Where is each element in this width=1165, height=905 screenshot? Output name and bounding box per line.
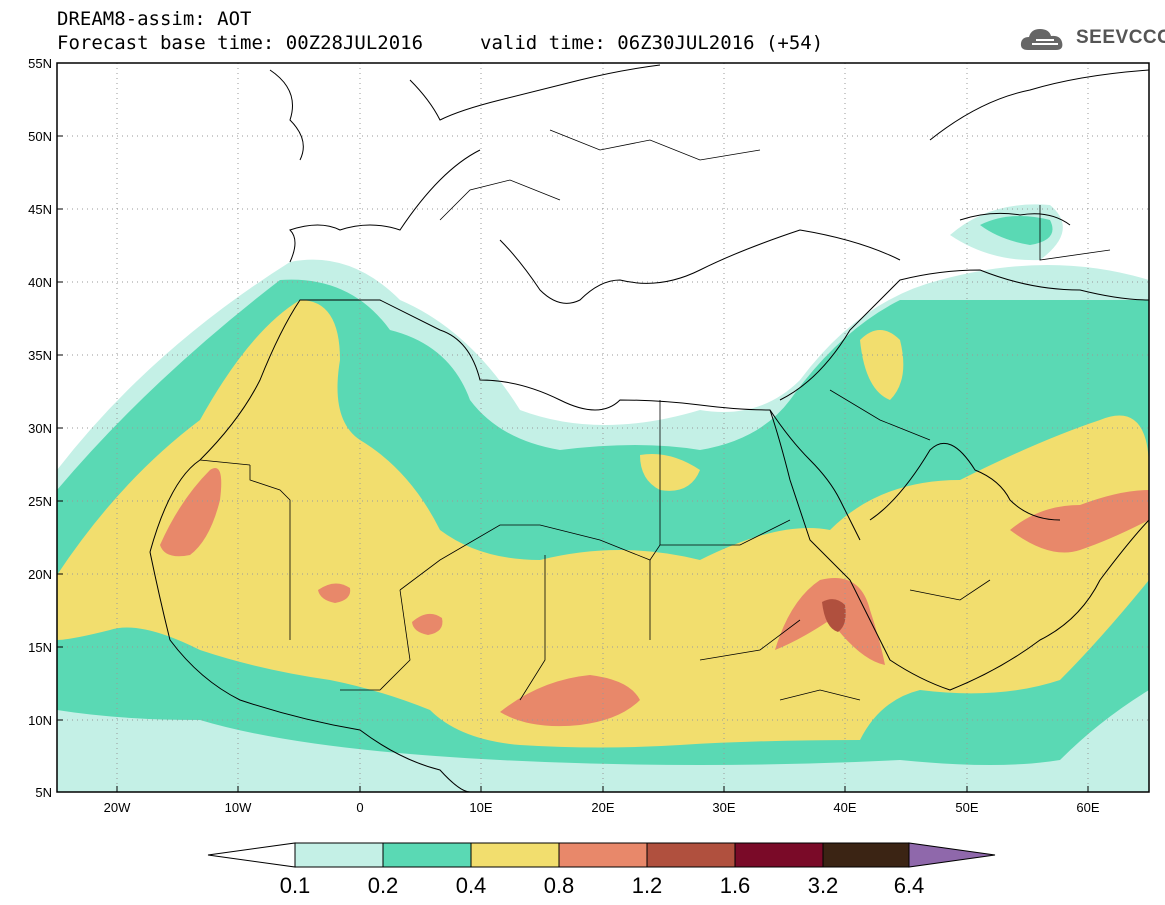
colorbar-segment-1.2 (646, 842, 736, 868)
lon-label-10e: 10E (469, 800, 492, 815)
lat-label-20n: 20N (28, 567, 52, 582)
logo-text: SEEVCCC (1076, 27, 1165, 48)
base-time-label: Forecast base time: 00Z28JUL2016 (57, 32, 424, 54)
aot-band-0.2-caspian (980, 216, 1053, 245)
colorbar-label-0.8: 0.8 (544, 873, 575, 898)
lat-label-25n: 25N (28, 494, 52, 509)
lon-label-0: 0 (356, 800, 363, 815)
coastlines (149, 64, 1149, 792)
colorbar-label-6.4: 6.4 (894, 873, 925, 898)
colorbar-segment-0.8 (558, 842, 648, 868)
lon-axis: 20W 10W 0 10E 20E 30E 40E 50E 60E (104, 800, 1100, 815)
aot-band-0.8-ethiopia (775, 578, 885, 665)
seevccc-logo: SEEVCCC (1018, 24, 1165, 54)
colorbar-label-1.2: 1.2 (632, 873, 663, 898)
lon-label-30e: 30E (712, 800, 735, 815)
lat-label-10n: 10N (28, 713, 52, 728)
lat-label-5n: 5N (35, 785, 52, 800)
colorbar-over-arrow (908, 842, 996, 868)
lat-axis: 55N 50N 45N 40N 35N 30N 25N 20N 15N 10N … (28, 56, 52, 800)
aot-fields (57, 204, 1149, 792)
colorbar-segment-3.2 (822, 842, 910, 868)
colorbar-label-3.2: 3.2 (808, 873, 839, 898)
lon-label-40e: 40E (833, 800, 856, 815)
lat-label-50n: 50N (28, 129, 52, 144)
aot-band-0.8-arabia (1010, 490, 1149, 553)
aot-band-0.8-sahara (160, 468, 222, 557)
aot-band-0.8-sudan (500, 675, 640, 727)
valid-time-label: valid time: 06Z30JUL2016 (+54) (480, 32, 824, 54)
colorbar-label-0.2: 0.2 (368, 873, 399, 898)
lon-ticks (116, 786, 1089, 792)
aot-band-0.4-libya (640, 454, 700, 491)
colorbar: 0.1 0.2 0.4 0.8 1.2 1.6 3.2 6.4 (207, 842, 996, 898)
cloud-icon (1020, 29, 1063, 50)
colorbar-label-0.1: 0.1 (280, 873, 311, 898)
lat-ticks (57, 135, 63, 721)
aot-band-0.8-mali (318, 583, 351, 603)
colorbar-segment-1.6 (734, 842, 824, 868)
aot-band-0.8-niger (412, 613, 443, 635)
aot-band-0.4-north (860, 330, 904, 400)
map-title: DREAM8-assim: AOT (57, 8, 252, 30)
lon-label-50e: 50E (955, 800, 978, 815)
lat-label-40n: 40N (28, 275, 52, 290)
colorbar-under-arrow (207, 842, 296, 868)
colorbar-segment-0.2 (382, 842, 472, 868)
colorbar-segment-0.1 (294, 842, 384, 868)
colorbar-label-1.6: 1.6 (720, 873, 751, 898)
lat-label-30n: 30N (28, 421, 52, 436)
country-borders (199, 129, 1111, 701)
colorbar-segment-0.4 (470, 842, 560, 868)
lon-label-20e: 20E (591, 800, 614, 815)
graticule (57, 63, 1149, 792)
colorbar-label-0.4: 0.4 (456, 873, 487, 898)
lon-label-20w: 20W (104, 800, 131, 815)
lat-label-45n: 45N (28, 202, 52, 217)
lat-label-35n: 35N (28, 348, 52, 363)
lon-label-60e: 60E (1076, 800, 1099, 815)
lat-label-55n: 55N (28, 56, 52, 71)
lat-label-15n: 15N (28, 640, 52, 655)
lon-label-10w: 10W (225, 800, 252, 815)
aot-band-1.2-ethiopia (822, 599, 846, 632)
